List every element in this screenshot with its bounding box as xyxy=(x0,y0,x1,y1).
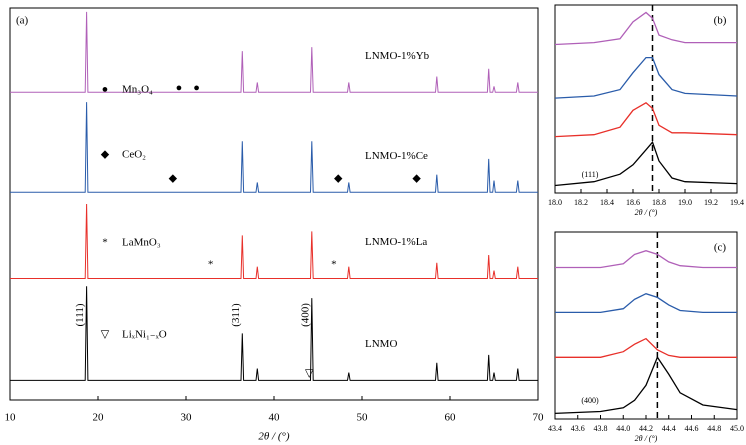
plot-frame xyxy=(9,7,539,401)
x-tick-label: 18.2 xyxy=(574,198,588,207)
x-tick-label: 44.8 xyxy=(707,424,721,433)
series-line xyxy=(10,286,538,381)
x-axis-label: 2θ / (°) xyxy=(635,434,658,443)
peak-label: (400) xyxy=(299,303,311,327)
legend-symbol: ▽ xyxy=(101,329,110,341)
phase-marker: ◆ xyxy=(412,172,421,184)
plot-frame xyxy=(554,4,738,194)
x-tick-label: 44.0 xyxy=(616,424,630,433)
x-axis-label: 2θ / (°) xyxy=(258,431,290,443)
x-tick-label: 18.8 xyxy=(652,198,666,207)
x-tick-label: 50 xyxy=(357,412,369,424)
series-line xyxy=(554,102,738,138)
series-label: LNMO-1%La xyxy=(365,236,427,248)
series-line xyxy=(554,56,738,99)
phase-marker: ◆ xyxy=(169,172,178,184)
peak-label: (111) xyxy=(582,170,599,179)
series-line xyxy=(10,203,538,279)
panel-label: (c) xyxy=(714,242,727,254)
peak-label: (111) xyxy=(74,303,86,326)
x-tick-label: 44.2 xyxy=(639,424,653,433)
x-tick-label: 18.6 xyxy=(626,198,640,207)
x-tick-label: 30 xyxy=(181,412,193,424)
series-line xyxy=(555,293,737,314)
phase-marker: ● xyxy=(176,82,183,94)
x-tick-label: 43.4 xyxy=(548,424,562,433)
series-line xyxy=(555,337,737,358)
legend-text: LiₓNi₁₋ₓO xyxy=(122,329,167,341)
phase-marker: * xyxy=(208,259,214,271)
legend-text: CeO₂ xyxy=(122,149,146,161)
phase-marker: ▽ xyxy=(305,367,314,379)
plot-frame xyxy=(554,231,738,420)
series-line xyxy=(554,355,738,415)
x-tick-label: 40 xyxy=(269,412,281,424)
x-tick-label: 19.0 xyxy=(678,198,692,207)
x-tick-label: 18.4 xyxy=(600,198,614,207)
x-tick-label: 43.6 xyxy=(571,424,585,433)
x-axis-label: 2θ / (°) xyxy=(635,208,658,217)
phase-marker: * xyxy=(331,259,337,271)
x-tick-label: 19.2 xyxy=(704,198,718,207)
x-tick-label: 60 xyxy=(445,412,457,424)
series-line xyxy=(554,11,737,46)
series-line xyxy=(10,11,538,93)
series-label: LNMO-1%Ce xyxy=(365,150,428,162)
phase-marker: ● xyxy=(193,82,200,94)
x-tick-label: 44.6 xyxy=(685,424,699,433)
panel-label: (b) xyxy=(714,15,727,27)
phase-marker: ◆ xyxy=(334,172,343,184)
legend-symbol: * xyxy=(102,237,108,249)
series-line xyxy=(554,140,738,187)
peak-label: (400) xyxy=(581,396,599,405)
x-tick-label: 10 xyxy=(5,412,17,424)
x-tick-label: 70 xyxy=(533,412,545,424)
series-label: LNMO-1%Yb xyxy=(365,50,430,62)
panel-label: (a) xyxy=(16,15,29,27)
legend-text: Mn₃O₄ xyxy=(122,84,153,96)
series-line xyxy=(555,250,737,269)
series-line xyxy=(10,102,538,193)
x-tick-label: 20 xyxy=(93,412,105,424)
x-tick-label: 18.0 xyxy=(548,198,562,207)
peak-label: (311) xyxy=(230,303,242,327)
series-label: LNMO xyxy=(365,338,397,350)
x-tick-label: 45.0 xyxy=(730,424,744,433)
legend-symbol: ● xyxy=(102,84,109,96)
x-tick-label: 19.4 xyxy=(730,198,744,207)
x-tick-label: 43.8 xyxy=(594,424,608,433)
x-tick-label: 44.4 xyxy=(662,424,676,433)
legend-text: LaMnO₃ xyxy=(122,237,161,249)
legend-symbol: ◆ xyxy=(101,149,110,161)
